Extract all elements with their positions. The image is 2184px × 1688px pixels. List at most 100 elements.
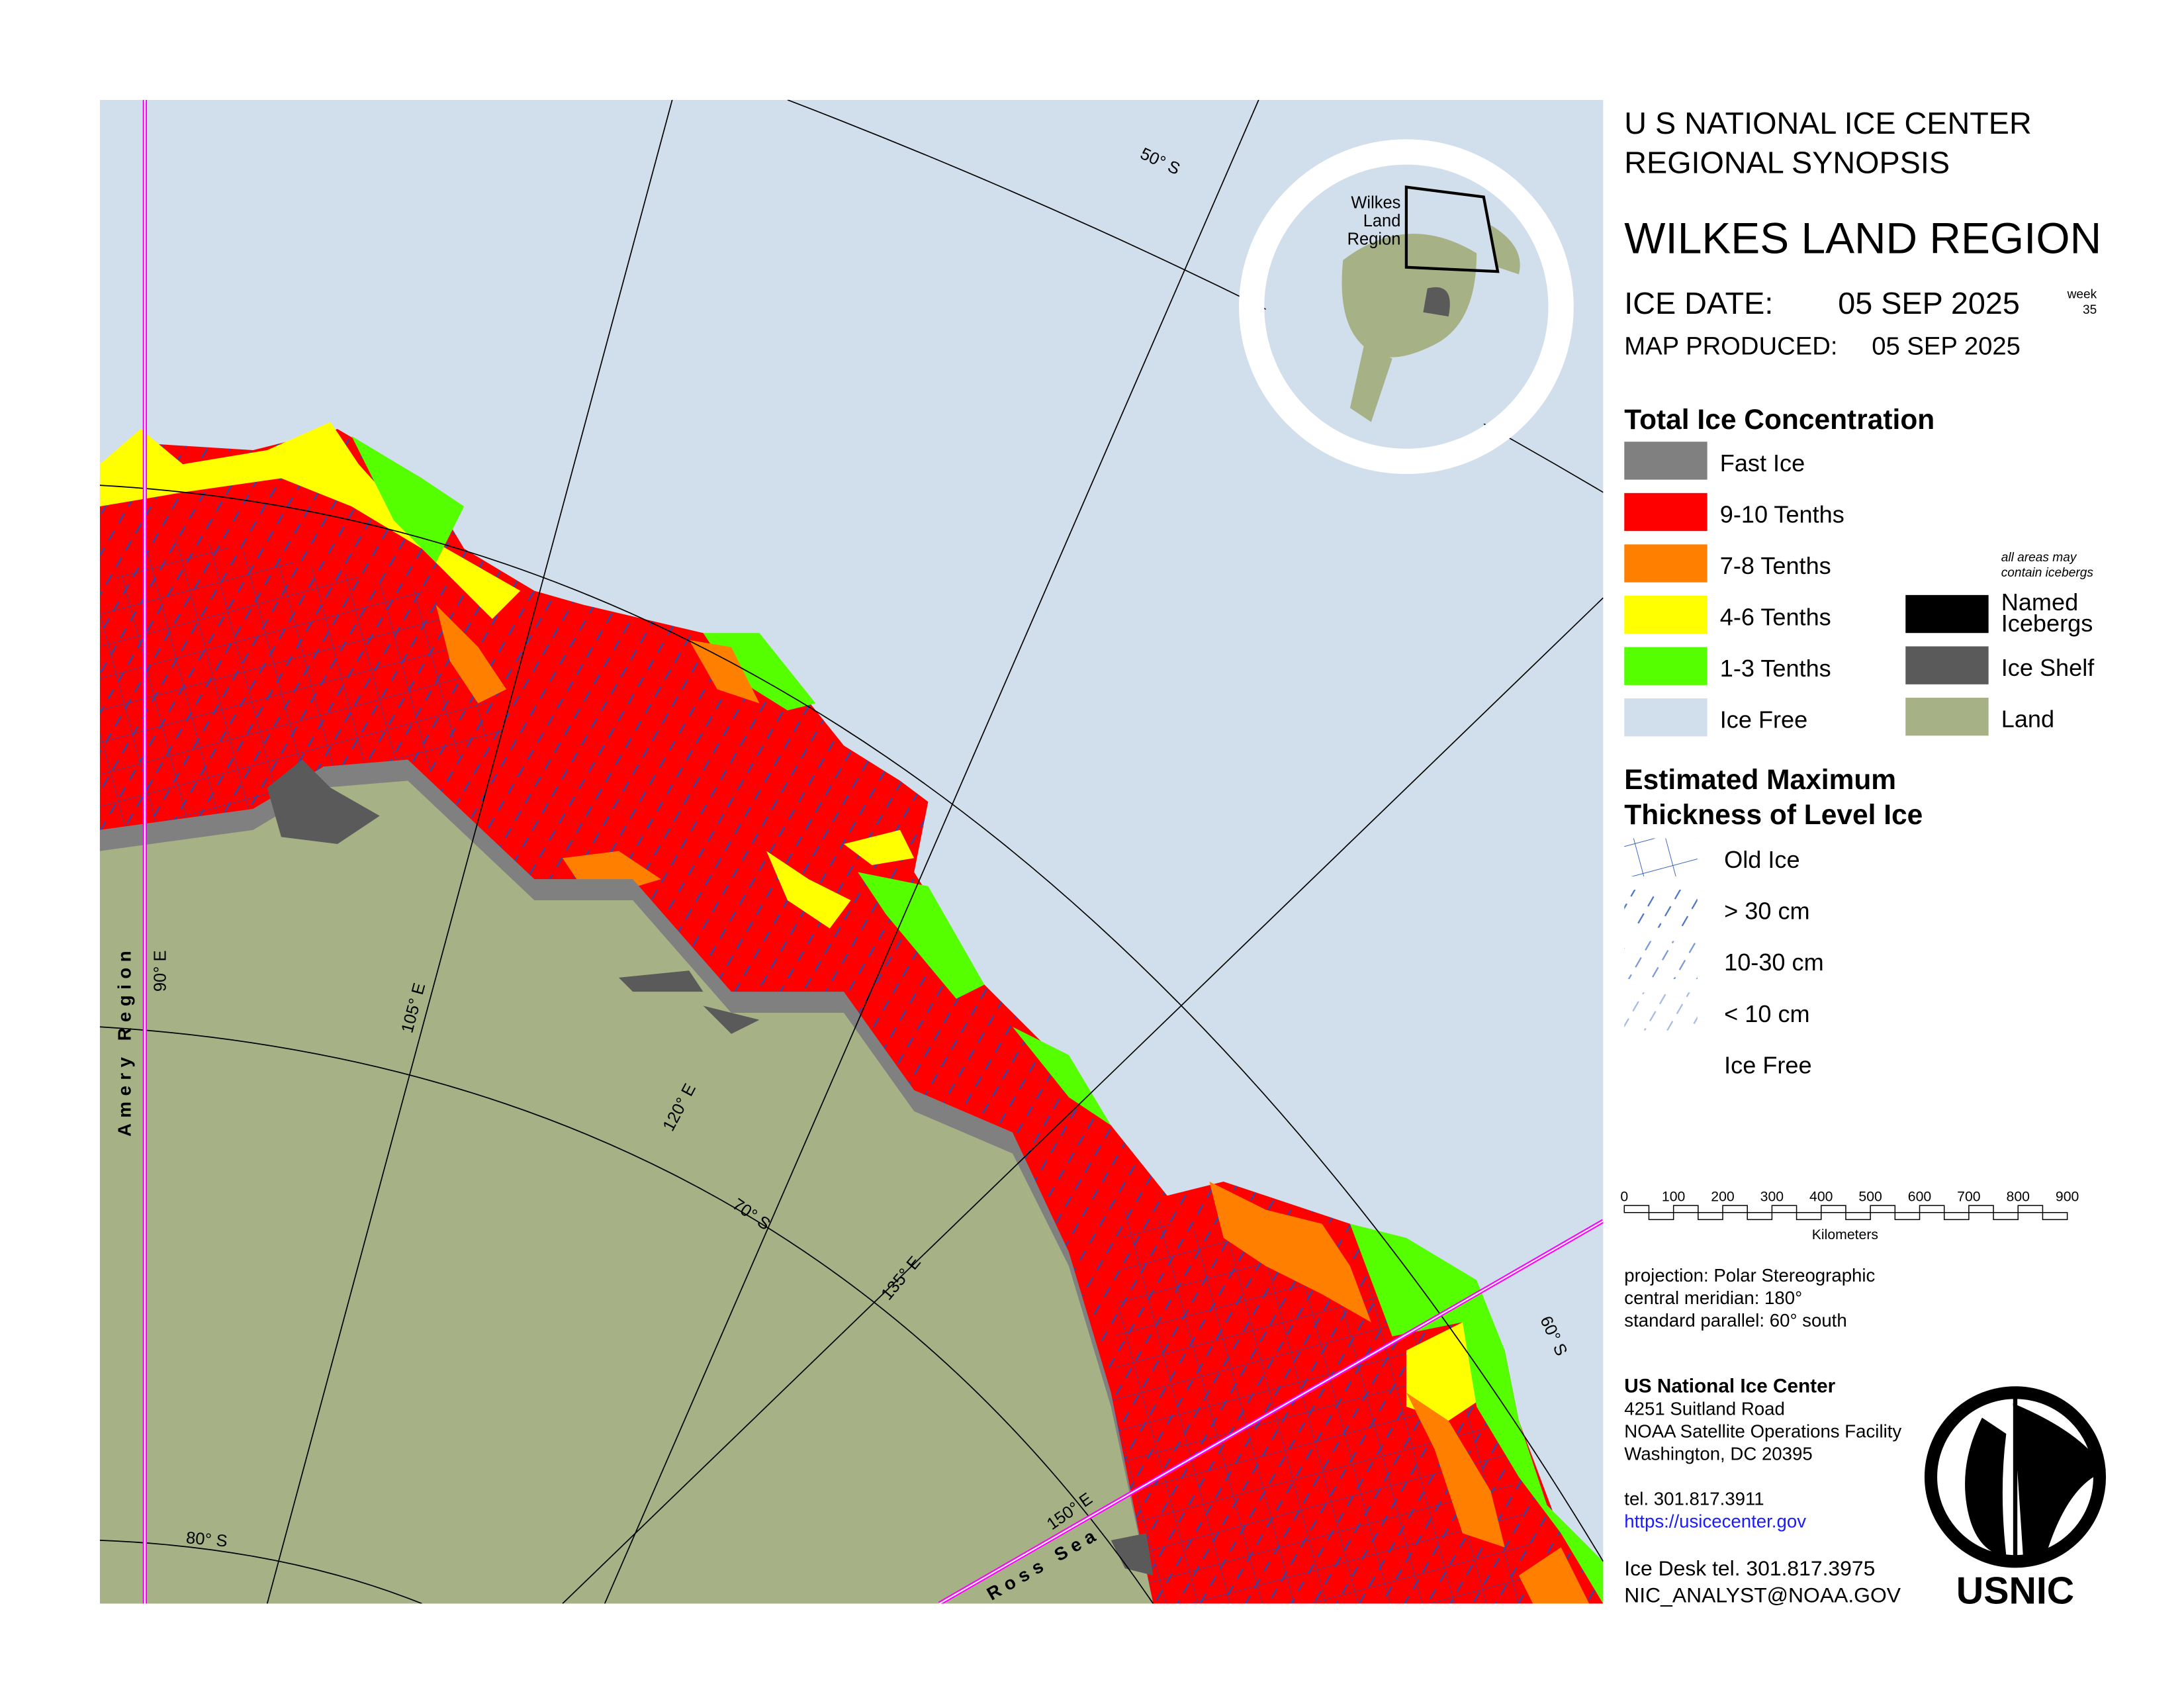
agency: U S NATIONAL ICE CENTER <box>1624 106 2031 140</box>
meridian <box>266 99 673 1604</box>
scale-tick-label: 200 <box>1711 1189 1734 1205</box>
region-label: Amery Region <box>114 945 135 1137</box>
email: NIC_ANALYST@NOAA.GOV <box>1624 1583 1901 1607</box>
land <box>99 780 1154 1604</box>
legend-label: Named <box>2001 588 2078 616</box>
meridian <box>604 99 1259 1604</box>
scale-segment <box>1623 1205 1650 1213</box>
thickness-label: > 30 cm <box>1724 898 1809 925</box>
scale-segment <box>1672 1205 1699 1213</box>
legend-swatch <box>1624 647 1707 685</box>
scale-unit: Kilometers <box>1812 1227 1878 1243</box>
thickness-label: Ice Free <box>1724 1051 1811 1078</box>
projection: standard parallel: 60° south <box>1624 1310 1846 1331</box>
map <box>99 99 1604 1604</box>
inset-region-box <box>1404 185 1500 273</box>
inset-land <box>1342 225 1520 422</box>
projection: central meridian: 180° <box>1624 1288 1802 1308</box>
legend-label: Ice Free <box>1720 706 1807 733</box>
legend-label: 1-3 Tenths <box>1720 655 1831 682</box>
scale-tick-label: 900 <box>2056 1189 2079 1205</box>
scale-segment <box>1870 1205 1896 1213</box>
scale-segment <box>1968 1205 1994 1213</box>
legend-label: 9-10 Tenths <box>1720 500 1844 528</box>
inset-ice-shelf <box>1423 287 1450 317</box>
inset-ring <box>1239 139 1574 475</box>
thickness-label: Old Ice <box>1724 846 1799 873</box>
product: REGIONAL SYNOPSIS <box>1624 145 1950 179</box>
parallel <box>99 485 1604 1562</box>
scale-tick-label: 400 <box>1809 1189 1833 1205</box>
legend-swatch <box>1905 698 1989 736</box>
thickness-label: < 10 cm <box>1724 1000 1809 1027</box>
address: 4251 Suitland Road <box>1624 1399 1785 1419</box>
legend-swatch <box>1624 492 1707 532</box>
thickness-swatch <box>1624 992 1698 1031</box>
scale-segment <box>1796 1212 1822 1221</box>
scale-segment <box>1698 1212 1723 1221</box>
legend-label: Ice Shelf <box>2001 654 2095 681</box>
scale-tick-label: 0 <box>1620 1189 1628 1205</box>
produced: 05 SEP 2025 <box>1872 332 2021 360</box>
inset-label: Region <box>1347 230 1401 249</box>
scale-segment <box>1821 1205 1846 1213</box>
scale-tick-label: 800 <box>2007 1189 2030 1205</box>
thickness-swatch <box>1624 941 1698 979</box>
inset-label: Wilkes <box>1351 193 1400 212</box>
scale-segment <box>1722 1205 1748 1213</box>
legend-label: 4-6 Tenths <box>1720 604 1831 631</box>
scale-segment <box>1894 1212 1921 1221</box>
region-title: WILKES LAND REGION <box>1624 213 2101 262</box>
address: Washington, DC 20395 <box>1624 1444 1812 1464</box>
logo-emblem <box>1965 1395 2106 1562</box>
ice-date: 05 SEP 2025 <box>1838 286 2020 320</box>
legend-label: Fast Ice <box>1720 449 1805 477</box>
week-label: week <box>2067 287 2097 301</box>
legend-swatch <box>1905 594 1989 633</box>
address: NOAA Satellite Operations Facility <box>1624 1421 1901 1442</box>
thickness-swatch <box>1624 890 1698 928</box>
legend-note: all areas may <box>2001 551 2077 565</box>
parallel <box>99 1540 422 1604</box>
scale-segment <box>1943 1212 1970 1221</box>
parallel <box>99 1026 1154 1604</box>
legend-swatch <box>1905 646 1989 684</box>
contact-name: US National Ice Center <box>1624 1376 1835 1397</box>
text-layer: 50° S 60° S 70° S 80° S 90° E 105° E 120… <box>114 106 2107 1613</box>
meridian <box>562 597 1604 1604</box>
desk-tel: Ice Desk tel. 301.817.3975 <box>1624 1556 1875 1580</box>
legend-label: Land <box>2001 706 2054 733</box>
legend-label: 7-8 Tenths <box>1720 552 1831 579</box>
scale-segment <box>1845 1212 1871 1221</box>
projection: projection: Polar Stereographic <box>1624 1265 1875 1286</box>
tel: tel. 301.817.3911 <box>1624 1489 1764 1509</box>
meridian-label: 90° E <box>152 950 170 992</box>
scale-segment <box>1993 1212 2019 1221</box>
scale-tick-label: 600 <box>1908 1189 1931 1205</box>
logo-text: USNIC <box>1956 1570 2074 1612</box>
legend-label: Icebergs <box>2001 610 2093 637</box>
produced-label: MAP PRODUCED: <box>1624 332 1837 360</box>
url[interactable]: https://usicecenter.gov <box>1624 1511 1806 1532</box>
ice-7-8 <box>435 604 1590 1604</box>
thickness-swatch <box>1624 1044 1697 1082</box>
legend-swatch <box>1624 698 1707 737</box>
scale-tick-label: 700 <box>1957 1189 1980 1205</box>
legend-note: contain icebergs <box>2001 566 2094 580</box>
thickness-title: Thickness of Level Ice <box>1624 800 1923 831</box>
scale-segment <box>1919 1205 1945 1213</box>
legend-swatch <box>1624 442 1707 480</box>
scale-tick-label: 300 <box>1760 1189 1784 1205</box>
scale-tick-label: 100 <box>1662 1189 1685 1205</box>
thickness-title: Estimated Maximum <box>1624 765 1896 796</box>
region-boundary <box>938 1220 1604 1604</box>
inset-label: Land <box>1363 212 1401 230</box>
ice-date-label: ICE DATE: <box>1624 286 1773 320</box>
scale-tick-label: 500 <box>1858 1189 1882 1205</box>
legend-swatch <box>1624 544 1707 583</box>
scale-segment <box>1648 1212 1674 1221</box>
legend-title: Total Ice Concentration <box>1624 404 1934 436</box>
thickness-label: 10-30 cm <box>1724 949 1824 976</box>
